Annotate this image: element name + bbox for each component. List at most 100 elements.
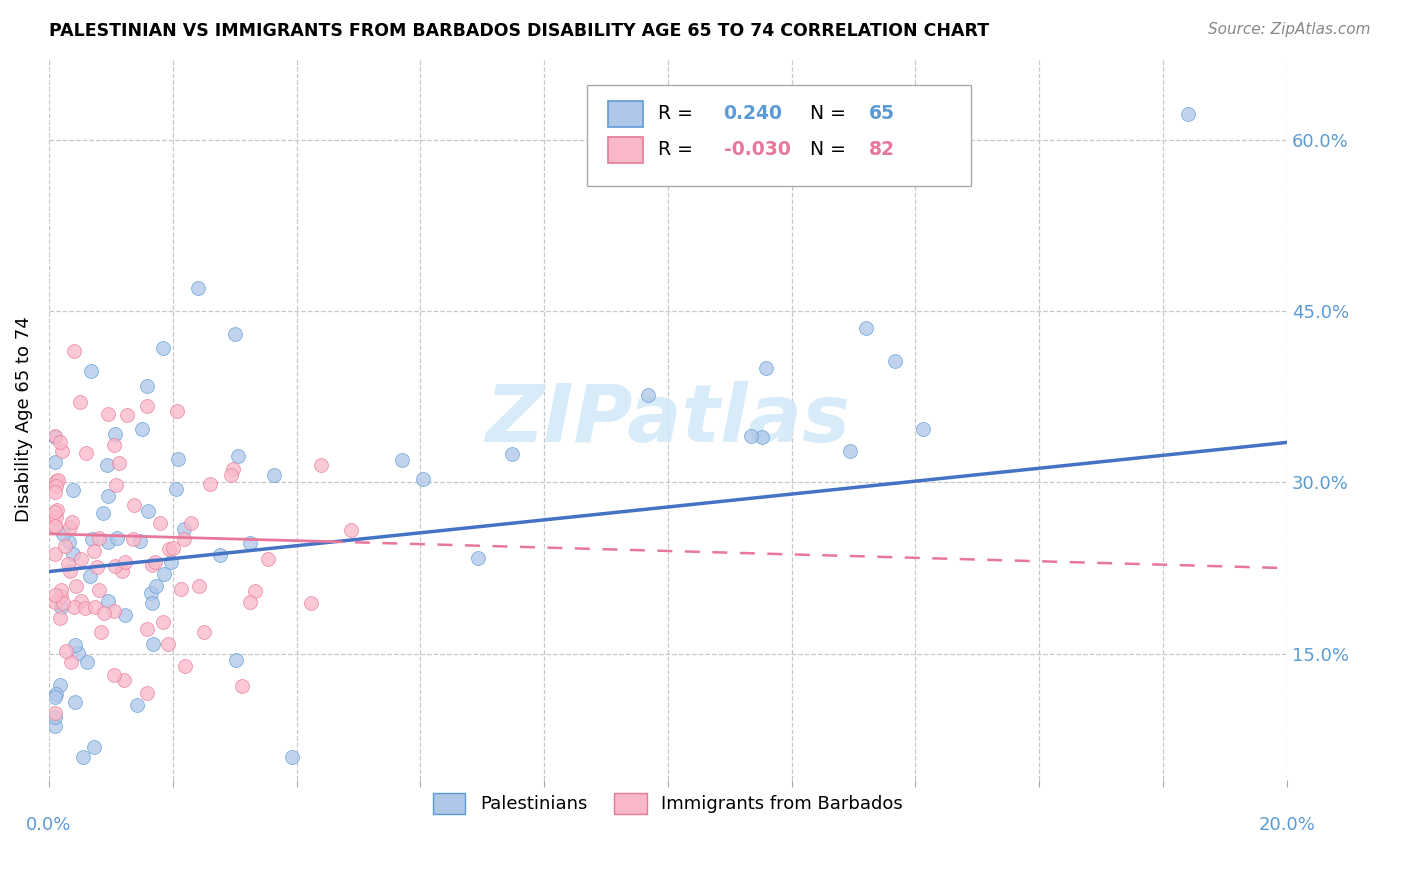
Palestinians [105,531,128,545]
Palestinians [128,533,150,548]
Palestinians [637,388,659,402]
Immigrants from Barbados [136,622,159,636]
Palestinians [104,426,127,441]
Immigrants from Barbados [44,547,66,561]
Immigrants from Barbados [89,531,111,545]
Palestinians [44,719,66,733]
Immigrants from Barbados [93,606,115,620]
Palestinians [72,749,94,764]
Palestinians [166,452,188,467]
Immigrants from Barbados [87,582,110,597]
Text: 82: 82 [869,140,894,159]
Immigrants from Barbados [86,560,108,574]
Palestinians [224,326,246,341]
Immigrants from Barbados [75,446,97,460]
Palestinians [839,444,862,458]
Text: R =: R = [658,104,699,123]
Immigrants from Barbados [339,523,361,537]
Palestinians [391,452,413,467]
Immigrants from Barbados [219,468,242,483]
Immigrants from Barbados [83,544,105,558]
Immigrants from Barbados [257,552,280,566]
Immigrants from Barbados [115,409,138,423]
Immigrants from Barbados [174,658,197,673]
Palestinians [62,548,84,562]
Immigrants from Barbados [75,601,97,615]
Legend: Palestinians, Immigrants from Barbados: Palestinians, Immigrants from Barbados [426,786,910,821]
Palestinians [280,749,302,764]
Immigrants from Barbados [51,444,73,458]
Immigrants from Barbados [148,516,170,531]
Immigrants from Barbados [44,518,66,533]
Immigrants from Barbados [59,656,82,670]
Immigrants from Barbados [60,515,83,529]
Text: 0.0%: 0.0% [27,816,72,834]
Immigrants from Barbados [44,706,66,721]
Palestinians [51,599,73,614]
Palestinians [114,608,136,623]
Immigrants from Barbados [103,438,125,452]
Immigrants from Barbados [46,474,69,488]
Immigrants from Barbados [45,474,67,488]
Immigrants from Barbados [156,637,179,651]
Immigrants from Barbados [45,509,67,524]
Immigrants from Barbados [53,539,76,553]
Palestinians [740,428,762,442]
Immigrants from Barbados [103,668,125,682]
Immigrants from Barbados [105,477,128,491]
Palestinians [501,446,523,460]
Palestinians [139,586,162,600]
Palestinians [44,690,66,704]
Immigrants from Barbados [44,505,66,519]
Palestinians [80,364,103,378]
Palestinians [131,422,153,436]
Immigrants from Barbados [44,595,66,609]
Immigrants from Barbados [173,533,195,547]
Immigrants from Barbados [44,588,66,602]
Palestinians [160,555,183,569]
Immigrants from Barbados [52,596,75,610]
Palestinians [239,535,262,549]
Immigrants from Barbados [188,579,211,593]
Text: N =: N = [797,104,852,123]
Palestinians [44,430,66,444]
Immigrants from Barbados [122,498,145,512]
Palestinians [751,430,773,444]
Palestinians [152,341,174,355]
Palestinians [141,596,163,610]
Immigrants from Barbados [222,462,245,476]
Immigrants from Barbados [122,532,145,546]
Palestinians [96,594,118,608]
Immigrants from Barbados [62,343,84,358]
Immigrants from Barbados [180,516,202,530]
Immigrants from Barbados [166,403,188,417]
Immigrants from Barbados [55,643,77,657]
Palestinians [153,567,176,582]
Palestinians [83,740,105,755]
Palestinians [225,653,247,667]
Immigrants from Barbados [143,556,166,570]
Immigrants from Barbados [198,476,221,491]
Palestinians [136,378,159,392]
Palestinians [142,636,165,650]
Palestinians [186,281,208,295]
Immigrants from Barbados [49,611,72,625]
Immigrants from Barbados [62,600,84,615]
Immigrants from Barbados [162,541,184,556]
Palestinians [67,646,90,660]
Palestinians [62,483,84,497]
Immigrants from Barbados [231,679,253,693]
Palestinians [912,421,935,435]
Palestinians [79,569,101,583]
FancyBboxPatch shape [609,102,643,127]
Text: 65: 65 [869,104,894,123]
Immigrants from Barbados [299,596,322,610]
Immigrants from Barbados [65,579,87,593]
Palestinians [45,687,67,701]
Immigrants from Barbados [44,484,66,499]
Palestinians [173,522,195,536]
Immigrants from Barbados [69,395,91,409]
Palestinians [76,656,98,670]
Immigrants from Barbados [48,435,70,450]
Palestinians [97,534,120,549]
